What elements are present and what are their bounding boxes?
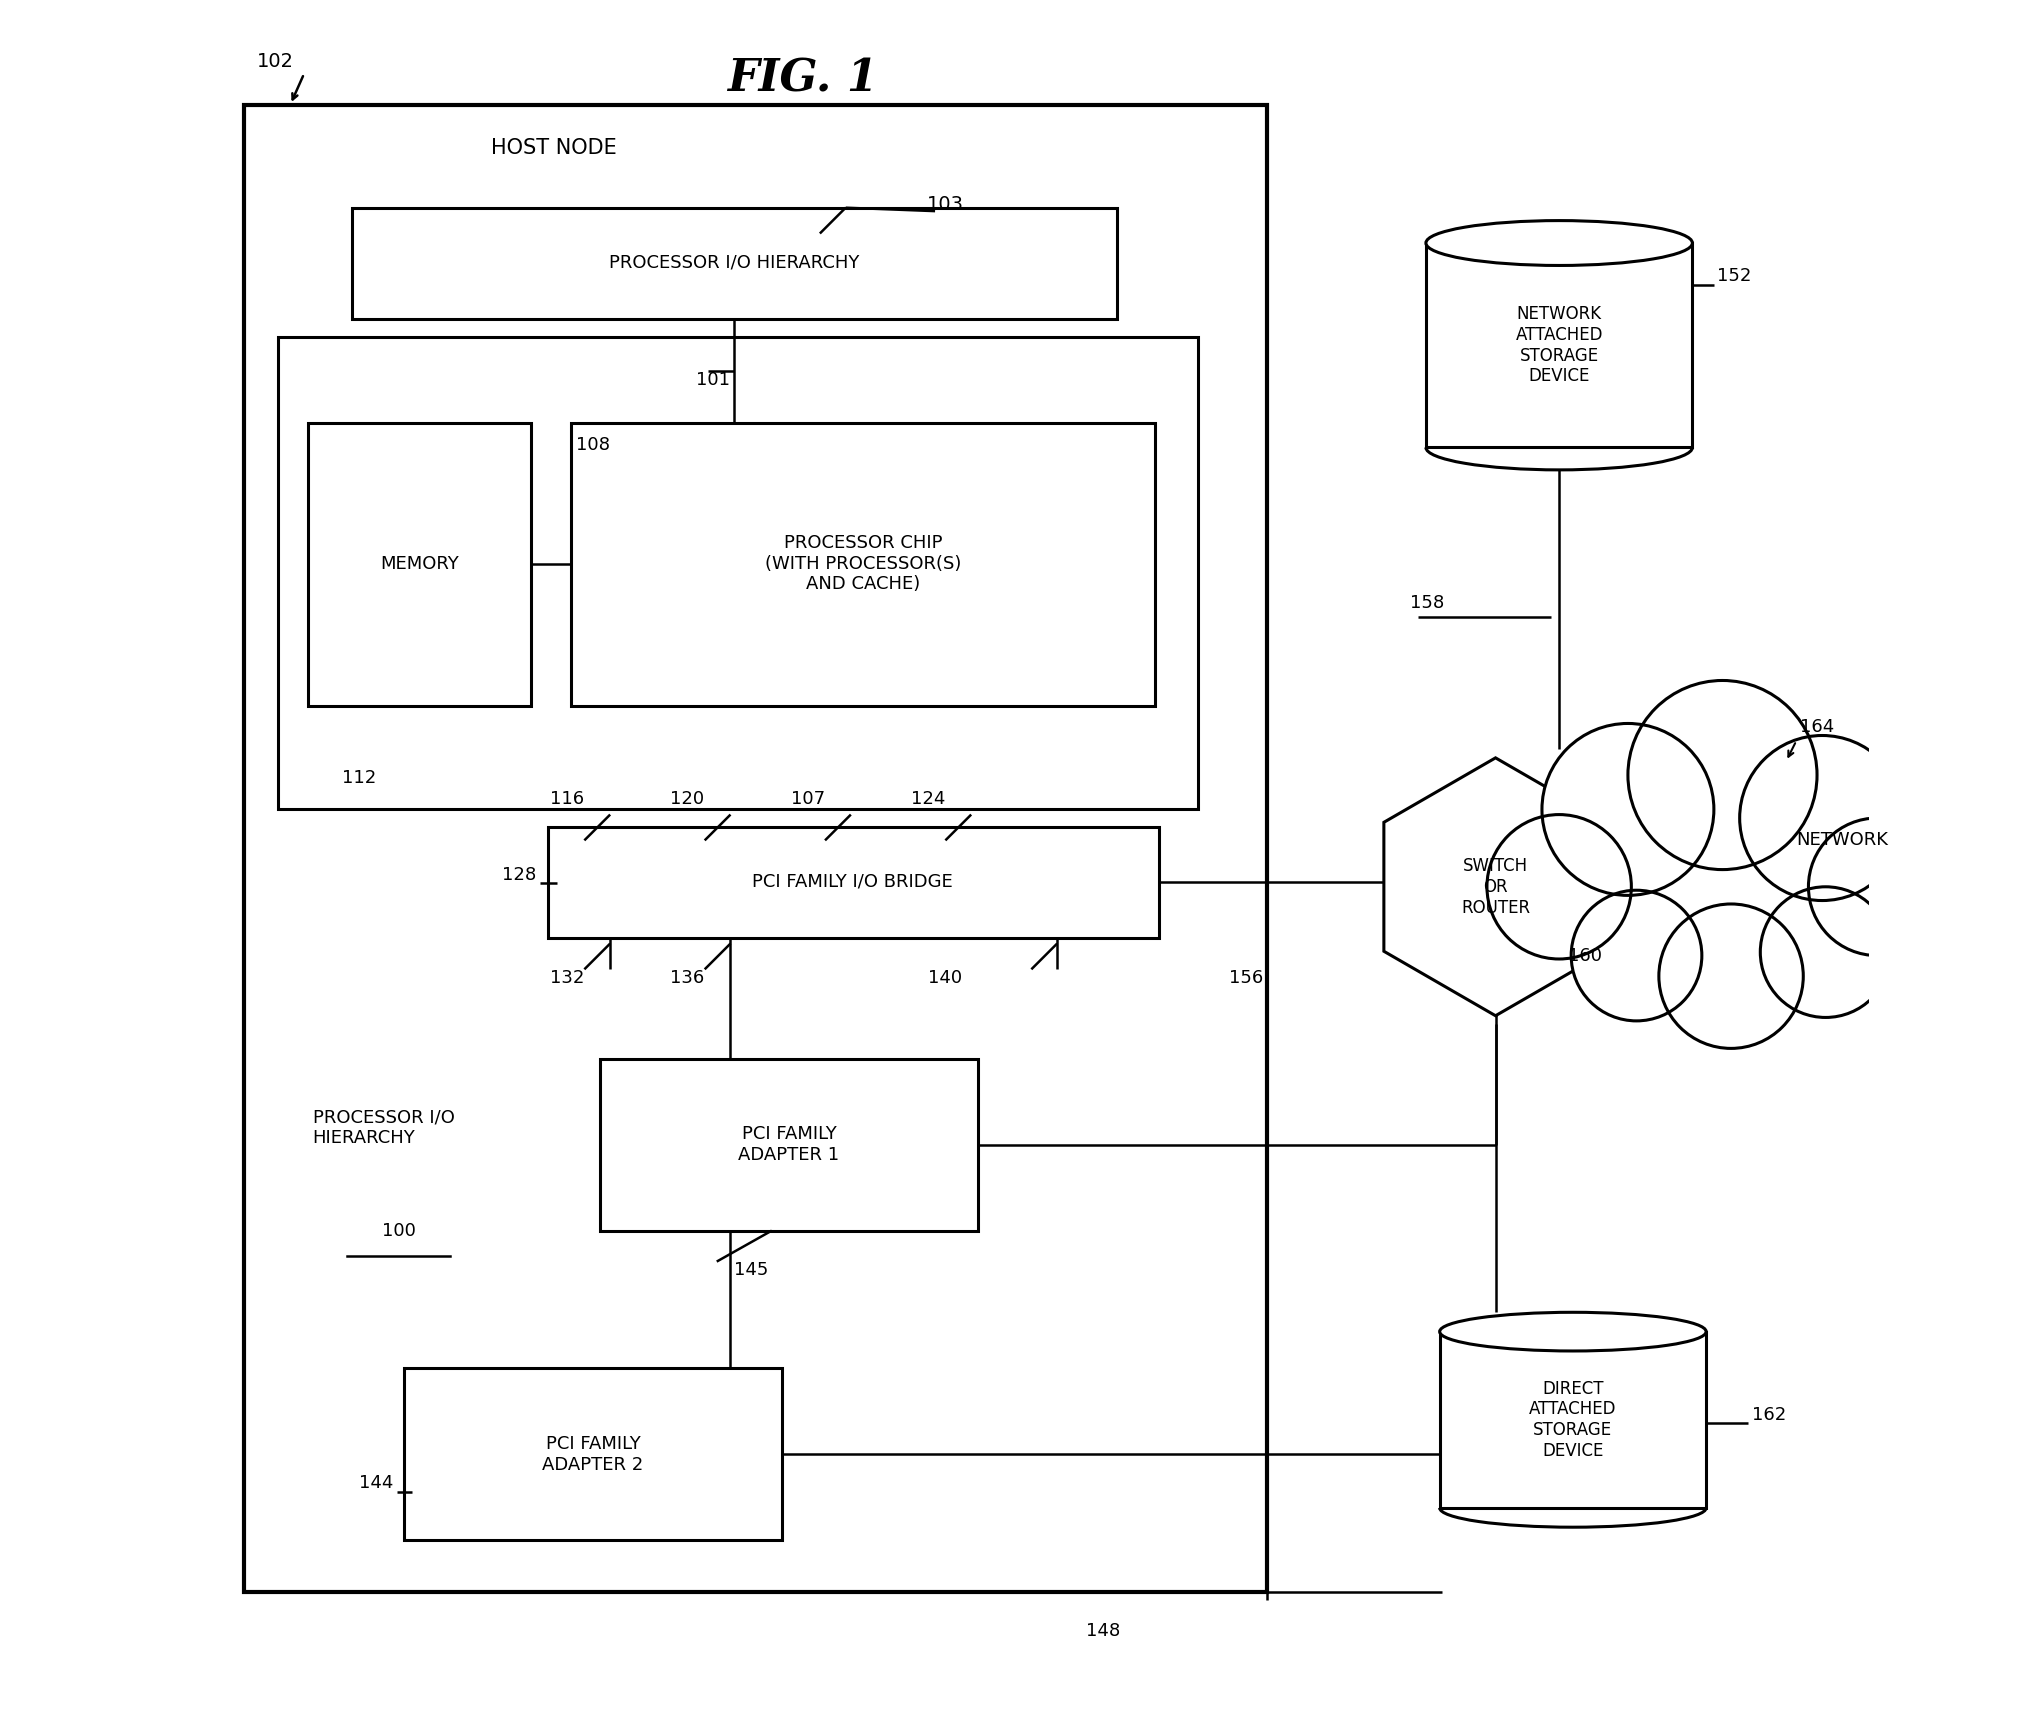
Text: 158: 158 [1411,594,1445,611]
Text: 132: 132 [551,969,585,987]
Text: 100: 100 [381,1221,416,1240]
Circle shape [1487,815,1631,959]
Ellipse shape [1427,220,1693,265]
Text: PROCESSOR I/O HIERARCHY: PROCESSOR I/O HIERARCHY [609,253,860,272]
Text: PROCESSOR CHIP
(WITH PROCESSOR(S)
AND CACHE): PROCESSOR CHIP (WITH PROCESSOR(S) AND CA… [765,534,961,594]
Circle shape [1760,887,1891,1018]
Text: PCI FAMILY I/O BRIDGE: PCI FAMILY I/O BRIDGE [753,873,952,890]
Bar [278,336,1199,809]
Bar [571,422,1154,706]
Text: 140: 140 [928,969,963,987]
Text: 136: 136 [670,969,704,987]
Text: 160: 160 [1568,947,1602,964]
Text: 152: 152 [1717,267,1752,286]
Text: 162: 162 [1752,1405,1786,1424]
Bar [1439,1331,1705,1508]
Text: 103: 103 [926,195,965,214]
Circle shape [1808,818,1945,956]
Text: FIG. 1: FIG. 1 [726,57,878,100]
Text: 116: 116 [551,790,585,808]
Text: NETWORK
ATTACHED
STORAGE
DEVICE: NETWORK ATTACHED STORAGE DEVICE [1516,305,1602,386]
Text: 101: 101 [696,370,731,389]
Text: MEMORY: MEMORY [379,554,458,573]
Circle shape [1659,904,1804,1049]
Bar [549,827,1158,938]
Bar [307,422,531,706]
Text: 120: 120 [670,790,704,808]
Bar [353,208,1118,320]
Text: PROCESSOR I/O
HIERARCHY: PROCESSOR I/O HIERARCHY [313,1107,454,1147]
Bar [599,1059,979,1231]
Bar [404,1369,783,1539]
Text: 148: 148 [1086,1622,1120,1641]
Text: PCI FAMILY
ADAPTER 2: PCI FAMILY ADAPTER 2 [543,1434,644,1474]
Circle shape [1629,680,1816,870]
Text: 145: 145 [735,1261,769,1279]
Bar [1427,243,1693,448]
Text: SWITCH
OR
ROUTER: SWITCH OR ROUTER [1461,858,1530,916]
Ellipse shape [1439,1312,1705,1352]
Circle shape [1740,735,1905,901]
Polygon shape [1384,758,1606,1016]
Text: 112: 112 [341,770,375,787]
Text: HOST NODE: HOST NODE [490,138,615,157]
Text: 124: 124 [910,790,944,808]
Text: 144: 144 [359,1474,394,1493]
Text: PCI FAMILY
ADAPTER 1: PCI FAMILY ADAPTER 1 [739,1124,839,1164]
Text: 128: 128 [502,866,537,883]
Text: 102: 102 [256,52,293,71]
Text: DIRECT
ATTACHED
STORAGE
DEVICE: DIRECT ATTACHED STORAGE DEVICE [1530,1379,1616,1460]
Text: NETWORK: NETWORK [1796,832,1889,849]
Text: 107: 107 [791,790,825,808]
Text: 156: 156 [1229,969,1263,987]
Text: 108: 108 [575,436,609,455]
Bar [244,105,1267,1591]
Text: 164: 164 [1800,718,1834,735]
Circle shape [1572,890,1701,1021]
Circle shape [1542,723,1713,895]
